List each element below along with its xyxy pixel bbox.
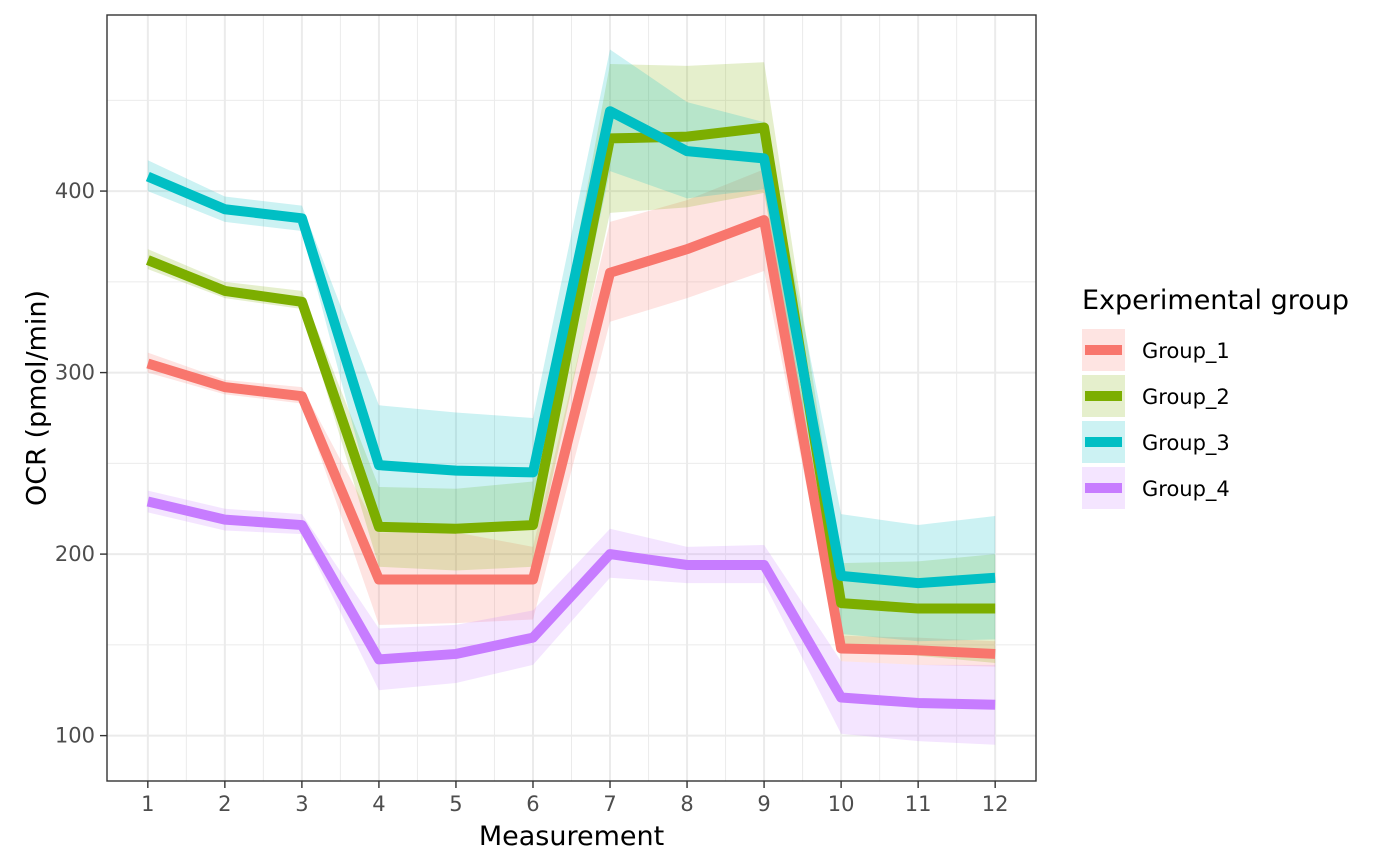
line-group_4 (146, 496, 996, 710)
series-lines (145, 106, 996, 710)
legend-label: Group_4 (1142, 477, 1230, 502)
y-tick-label: 400 (55, 179, 95, 203)
legend-item-group_3: Group_3 (1082, 420, 1230, 464)
ribbon-group_2 (147, 62, 996, 664)
legend-item-group_1: Group_1 (1082, 328, 1230, 372)
legend-title: Experimental group (1082, 285, 1349, 316)
legend: Experimental group Group_1 Group_2 Group_3… (1082, 285, 1349, 510)
line-group_1 (146, 215, 996, 659)
x-tick-label: 7 (603, 792, 616, 816)
x-tick-label: 3 (295, 792, 308, 816)
x-tick-label: 12 (982, 792, 1009, 816)
x-tick-label: 2 (218, 792, 231, 816)
y-tick-label: 200 (55, 542, 95, 566)
line-group_3 (145, 106, 996, 589)
x-tick-label: 5 (449, 792, 462, 816)
x-tick-label: 1 (141, 792, 154, 816)
y-tick-label: 300 (55, 361, 95, 385)
ribbon-group_4 (147, 490, 996, 745)
x-tick-label: 10 (828, 792, 855, 816)
line-group_2 (145, 122, 996, 614)
y-axis: 100 200 300 400 (55, 179, 107, 748)
x-tick-label: 8 (680, 792, 693, 816)
legend-label: Group_1 (1142, 339, 1230, 364)
x-tick-label: 11 (905, 792, 932, 816)
x-tick-label: 9 (757, 792, 770, 816)
legend-item-group_2: Group_2 (1082, 374, 1230, 418)
legend-item-group_4: Group_4 (1082, 466, 1230, 510)
x-axis-title: Measurement (479, 821, 664, 852)
legend-label: Group_2 (1142, 385, 1230, 410)
y-axis-title: OCR (pmol/min) (22, 290, 53, 506)
x-tick-label: 4 (372, 792, 385, 816)
x-tick-label: 6 (526, 792, 539, 816)
panel-border (106, 14, 1037, 782)
legend-label: Group_3 (1142, 431, 1230, 456)
x-axis: 1 2 3 4 5 6 7 8 9 10 11 12 (141, 781, 1009, 816)
y-tick-label: 100 (55, 724, 95, 748)
